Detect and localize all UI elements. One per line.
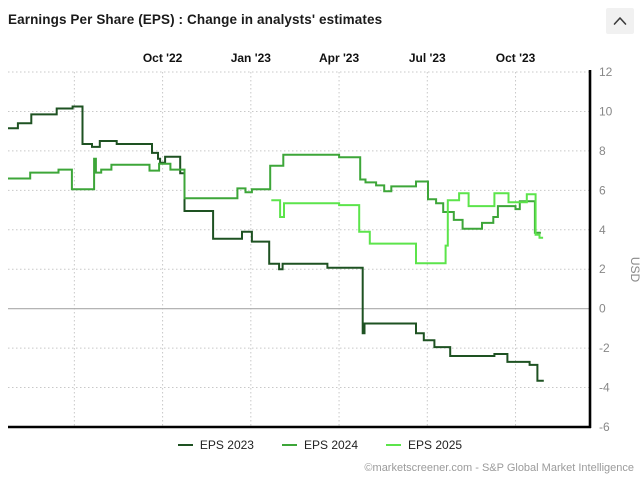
x-tick-label: Apr '23 xyxy=(319,51,360,65)
legend-swatch xyxy=(281,444,297,446)
x-tick-label: Oct '22 xyxy=(143,51,183,65)
chart-legend: EPS 2023 EPS 2024 EPS 2025 xyxy=(0,434,640,456)
y-tick-label: 4 xyxy=(599,223,606,237)
x-tick-label: Jul '23 xyxy=(409,51,446,65)
y-tick-label: -6 xyxy=(599,420,610,432)
y-tick-label: -2 xyxy=(599,341,610,355)
series-line-eps-2024 xyxy=(8,153,541,234)
y-tick-label: 6 xyxy=(599,183,606,197)
y-tick-label: -4 xyxy=(599,381,610,395)
series-line-eps-2023 xyxy=(8,105,544,382)
chart-header: Earnings Per Share (EPS) : Change in ana… xyxy=(0,0,640,40)
y-tick-label: 0 xyxy=(599,302,606,316)
legend-label: EPS 2025 xyxy=(408,438,463,452)
x-tick-label: Oct '23 xyxy=(496,51,536,65)
legend-swatch xyxy=(386,444,402,446)
legend-label: EPS 2023 xyxy=(199,438,254,452)
y-tick-label: 2 xyxy=(599,262,606,276)
page-title: Earnings Per Share (EPS) : Change in ana… xyxy=(8,12,383,27)
x-tick-label: Jan '23 xyxy=(231,51,272,65)
collapse-button[interactable] xyxy=(606,8,634,34)
legend-label: EPS 2024 xyxy=(303,438,359,452)
y-tick-label: 10 xyxy=(599,104,613,118)
eps-chart: 12 10 8 6 4 2 0 -2 -4 -6 Oct '22 Jan '23 Apr '23 Jul … xyxy=(8,51,640,432)
series-line-eps-2025 xyxy=(271,192,544,265)
chevron-up-icon xyxy=(613,17,627,25)
y-tick-label: 12 xyxy=(599,65,613,79)
copyright-credit: ©marketscreener.com - S&P Global Market … xyxy=(364,462,634,474)
legend-item-eps-2025: EPS 2025 xyxy=(386,438,462,452)
y-tick-label: 8 xyxy=(599,144,606,158)
legend-item-eps-2024: EPS 2024 xyxy=(281,438,359,452)
legend-item-eps-2023: EPS 2023 xyxy=(177,438,254,452)
y-axis-unit-label: USD xyxy=(628,257,640,283)
legend-swatch xyxy=(177,444,193,446)
